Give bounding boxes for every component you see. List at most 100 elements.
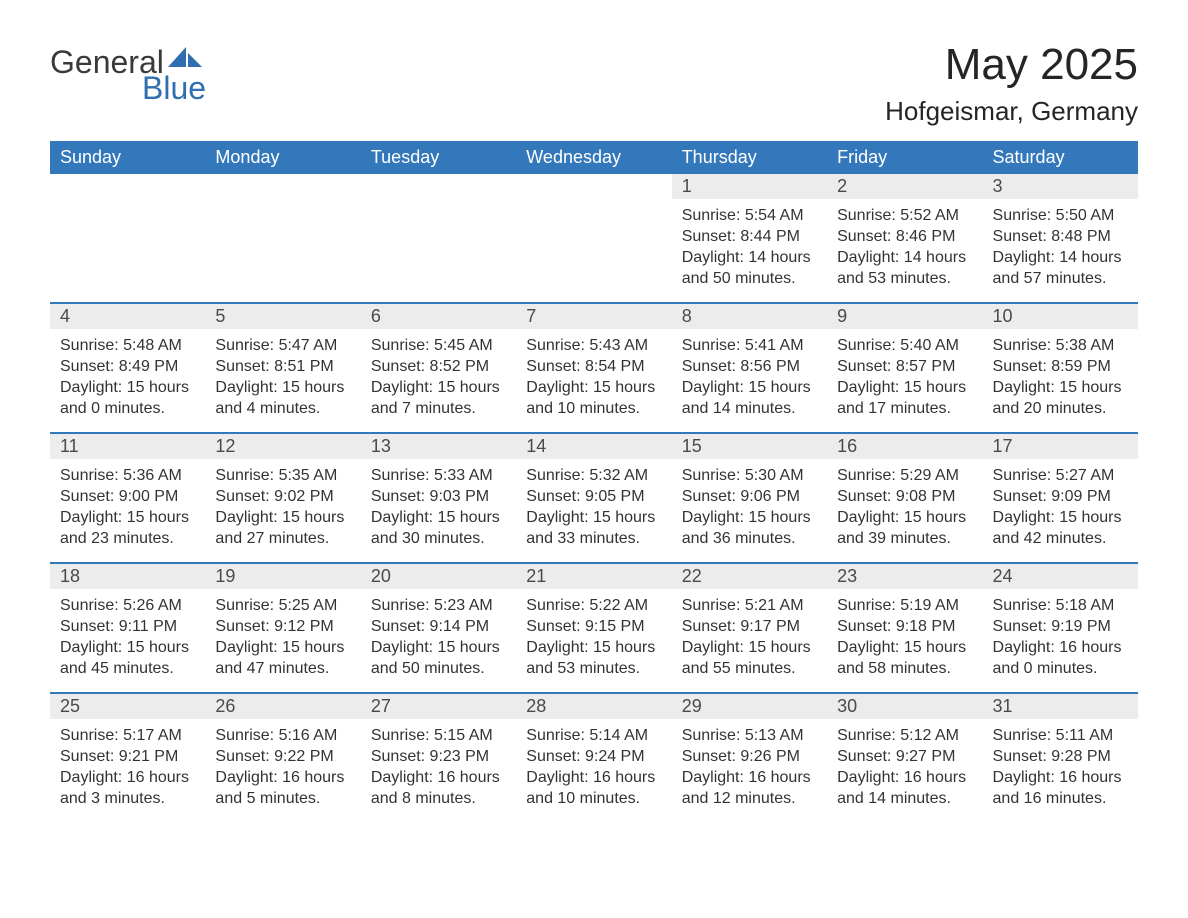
sunset-line: Sunset: 9:00 PM <box>60 486 195 507</box>
calendar-week: 18Sunrise: 5:26 AMSunset: 9:11 PMDayligh… <box>50 562 1138 692</box>
calendar-day: 26Sunrise: 5:16 AMSunset: 9:22 PMDayligh… <box>205 694 360 822</box>
calendar-day <box>205 174 360 302</box>
daylight-line-2: and 3 minutes. <box>60 788 195 809</box>
day-details: Sunrise: 5:29 AMSunset: 9:08 PMDaylight:… <box>827 459 982 549</box>
daylight-line-2: and 57 minutes. <box>993 268 1128 289</box>
day-number: 8 <box>672 304 827 329</box>
daylight-line-2: and 55 minutes. <box>682 658 817 679</box>
sunrise-line: Sunrise: 5:38 AM <box>993 335 1128 356</box>
calendar-day: 13Sunrise: 5:33 AMSunset: 9:03 PMDayligh… <box>361 434 516 562</box>
sunrise-line: Sunrise: 5:32 AM <box>526 465 661 486</box>
daylight-line-1: Daylight: 15 hours <box>215 377 350 398</box>
daylight-line-1: Daylight: 15 hours <box>60 507 195 528</box>
daylight-line-1: Daylight: 16 hours <box>993 767 1128 788</box>
day-details: Sunrise: 5:21 AMSunset: 9:17 PMDaylight:… <box>672 589 827 679</box>
daylight-line-1: Daylight: 15 hours <box>837 507 972 528</box>
day-number: 23 <box>827 564 982 589</box>
calendar-day: 5Sunrise: 5:47 AMSunset: 8:51 PMDaylight… <box>205 304 360 432</box>
day-header: Monday <box>205 141 360 174</box>
calendar-day: 21Sunrise: 5:22 AMSunset: 9:15 PMDayligh… <box>516 564 671 692</box>
day-details: Sunrise: 5:33 AMSunset: 9:03 PMDaylight:… <box>361 459 516 549</box>
sunset-line: Sunset: 8:52 PM <box>371 356 506 377</box>
daylight-line-1: Daylight: 15 hours <box>371 377 506 398</box>
day-number: 2 <box>827 174 982 199</box>
daylight-line-1: Daylight: 16 hours <box>60 767 195 788</box>
day-details: Sunrise: 5:17 AMSunset: 9:21 PMDaylight:… <box>50 719 205 809</box>
daylight-line-1: Daylight: 15 hours <box>993 507 1128 528</box>
daylight-line-2: and 39 minutes. <box>837 528 972 549</box>
logo-text-blue: Blue <box>142 72 206 104</box>
sunset-line: Sunset: 9:02 PM <box>215 486 350 507</box>
day-number: 28 <box>516 694 671 719</box>
sunrise-line: Sunrise: 5:27 AM <box>993 465 1128 486</box>
day-number: 10 <box>983 304 1138 329</box>
day-details: Sunrise: 5:27 AMSunset: 9:09 PMDaylight:… <box>983 459 1138 549</box>
sunset-line: Sunset: 9:11 PM <box>60 616 195 637</box>
weeks-container: 1Sunrise: 5:54 AMSunset: 8:44 PMDaylight… <box>50 174 1138 822</box>
calendar-day: 25Sunrise: 5:17 AMSunset: 9:21 PMDayligh… <box>50 694 205 822</box>
day-details: Sunrise: 5:35 AMSunset: 9:02 PMDaylight:… <box>205 459 360 549</box>
daylight-line-2: and 4 minutes. <box>215 398 350 419</box>
sunrise-line: Sunrise: 5:29 AM <box>837 465 972 486</box>
sunrise-line: Sunrise: 5:47 AM <box>215 335 350 356</box>
sunset-line: Sunset: 8:51 PM <box>215 356 350 377</box>
calendar-week: 4Sunrise: 5:48 AMSunset: 8:49 PMDaylight… <box>50 302 1138 432</box>
day-number: 18 <box>50 564 205 589</box>
day-details: Sunrise: 5:26 AMSunset: 9:11 PMDaylight:… <box>50 589 205 679</box>
sunrise-line: Sunrise: 5:41 AM <box>682 335 817 356</box>
day-details: Sunrise: 5:32 AMSunset: 9:05 PMDaylight:… <box>516 459 671 549</box>
sunrise-line: Sunrise: 5:52 AM <box>837 205 972 226</box>
sunrise-line: Sunrise: 5:25 AM <box>215 595 350 616</box>
daylight-line-2: and 53 minutes. <box>526 658 661 679</box>
sunset-line: Sunset: 9:28 PM <box>993 746 1128 767</box>
day-number: 25 <box>50 694 205 719</box>
calendar-day: 1Sunrise: 5:54 AMSunset: 8:44 PMDaylight… <box>672 174 827 302</box>
calendar-day: 24Sunrise: 5:18 AMSunset: 9:19 PMDayligh… <box>983 564 1138 692</box>
sunrise-line: Sunrise: 5:30 AM <box>682 465 817 486</box>
calendar-day: 16Sunrise: 5:29 AMSunset: 9:08 PMDayligh… <box>827 434 982 562</box>
calendar-day: 11Sunrise: 5:36 AMSunset: 9:00 PMDayligh… <box>50 434 205 562</box>
logo: General Blue <box>50 40 206 104</box>
day-details: Sunrise: 5:47 AMSunset: 8:51 PMDaylight:… <box>205 329 360 419</box>
sunset-line: Sunset: 8:48 PM <box>993 226 1128 247</box>
sunset-line: Sunset: 8:54 PM <box>526 356 661 377</box>
daylight-line-2: and 33 minutes. <box>526 528 661 549</box>
daylight-line-2: and 23 minutes. <box>60 528 195 549</box>
day-details: Sunrise: 5:12 AMSunset: 9:27 PMDaylight:… <box>827 719 982 809</box>
sunrise-line: Sunrise: 5:15 AM <box>371 725 506 746</box>
daylight-line-1: Daylight: 14 hours <box>837 247 972 268</box>
daylight-line-2: and 47 minutes. <box>215 658 350 679</box>
day-number: 5 <box>205 304 360 329</box>
sunrise-line: Sunrise: 5:43 AM <box>526 335 661 356</box>
daylight-line-2: and 20 minutes. <box>993 398 1128 419</box>
sunset-line: Sunset: 8:57 PM <box>837 356 972 377</box>
daylight-line-2: and 17 minutes. <box>837 398 972 419</box>
sunset-line: Sunset: 9:03 PM <box>371 486 506 507</box>
day-number: 22 <box>672 564 827 589</box>
sunset-line: Sunset: 9:05 PM <box>526 486 661 507</box>
daylight-line-2: and 7 minutes. <box>371 398 506 419</box>
day-number: 15 <box>672 434 827 459</box>
sunset-line: Sunset: 8:59 PM <box>993 356 1128 377</box>
daylight-line-1: Daylight: 16 hours <box>371 767 506 788</box>
day-number: 31 <box>983 694 1138 719</box>
sunset-line: Sunset: 9:27 PM <box>837 746 972 767</box>
calendar-header-row: Sunday Monday Tuesday Wednesday Thursday… <box>50 141 1138 174</box>
sunrise-line: Sunrise: 5:48 AM <box>60 335 195 356</box>
day-details: Sunrise: 5:48 AMSunset: 8:49 PMDaylight:… <box>50 329 205 419</box>
sunset-line: Sunset: 9:18 PM <box>837 616 972 637</box>
day-details: Sunrise: 5:18 AMSunset: 9:19 PMDaylight:… <box>983 589 1138 679</box>
daylight-line-2: and 0 minutes. <box>993 658 1128 679</box>
day-details: Sunrise: 5:22 AMSunset: 9:15 PMDaylight:… <box>516 589 671 679</box>
daylight-line-1: Daylight: 16 hours <box>682 767 817 788</box>
daylight-line-1: Daylight: 15 hours <box>215 507 350 528</box>
day-number: 9 <box>827 304 982 329</box>
calendar-day: 7Sunrise: 5:43 AMSunset: 8:54 PMDaylight… <box>516 304 671 432</box>
day-details: Sunrise: 5:23 AMSunset: 9:14 PMDaylight:… <box>361 589 516 679</box>
day-details: Sunrise: 5:41 AMSunset: 8:56 PMDaylight:… <box>672 329 827 419</box>
daylight-line-2: and 36 minutes. <box>682 528 817 549</box>
daylight-line-2: and 27 minutes. <box>215 528 350 549</box>
daylight-line-2: and 10 minutes. <box>526 398 661 419</box>
calendar-day: 9Sunrise: 5:40 AMSunset: 8:57 PMDaylight… <box>827 304 982 432</box>
daylight-line-2: and 8 minutes. <box>371 788 506 809</box>
